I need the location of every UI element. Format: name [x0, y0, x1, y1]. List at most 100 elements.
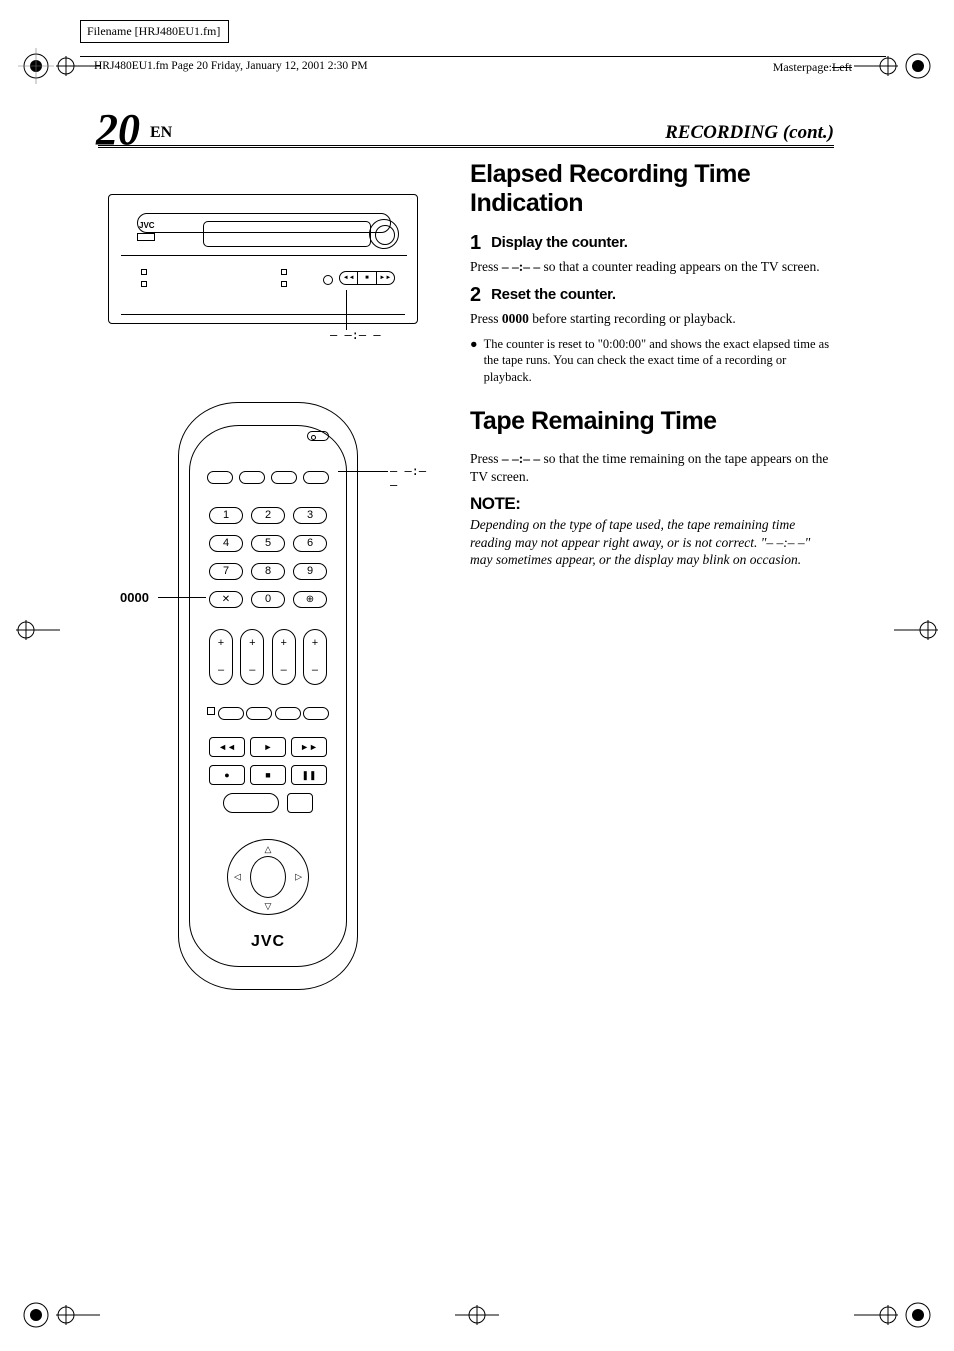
- step-title: Display the counter.: [491, 232, 628, 254]
- left-chevron-icon: ◁: [234, 872, 241, 883]
- remote-pill-button: [303, 707, 329, 720]
- tape-body: Press – –:– – so that the time remaining…: [470, 450, 835, 486]
- vcr-display: [203, 221, 371, 247]
- heading-elapsed: Elapsed Recording Time Indication: [470, 160, 835, 218]
- remote-brand: JVC: [179, 933, 357, 951]
- reg-mark-icon: [894, 620, 938, 640]
- vcr-divider: [121, 255, 407, 256]
- minus-icon: –: [304, 657, 326, 684]
- up-chevron-icon: △: [265, 844, 272, 855]
- minus-icon: –: [241, 657, 263, 684]
- vcr-badge: [137, 233, 155, 241]
- play-button: ►: [250, 737, 286, 757]
- num-9-button: 9: [293, 563, 327, 580]
- num-6-button: 6: [293, 535, 327, 552]
- reg-mark-icon: [16, 620, 60, 640]
- diagram-column: JVC ◄◄ ■ ►► – –:– –: [98, 190, 438, 990]
- vcr-button-icon: [281, 269, 287, 275]
- rocker-button: +–: [303, 629, 327, 685]
- section-title: RECORDING (cont.): [665, 122, 834, 144]
- content-column: Elapsed Recording Time Indication 1 Disp…: [470, 160, 835, 577]
- vcr-button-icon: [141, 269, 147, 275]
- remote-rocker-row: +– +– +– +–: [209, 629, 327, 685]
- minus-icon: –: [273, 657, 295, 684]
- title-rule-thin: [98, 147, 834, 148]
- masterpage-value: Left: [832, 60, 852, 74]
- pause-button: ❚❚: [291, 765, 327, 785]
- vcr-jog-dial: [369, 219, 399, 249]
- num-2-button: 2: [251, 507, 285, 524]
- num-3-button: 3: [293, 507, 327, 524]
- callout-leader: [158, 597, 206, 598]
- vcr-button-icon: [141, 281, 147, 287]
- masterpage-label: Masterpage:Left: [773, 60, 852, 75]
- note-heading: NOTE:: [470, 494, 835, 514]
- ff-button: ►►: [291, 737, 327, 757]
- down-chevron-icon: ▽: [265, 901, 272, 912]
- bullet-text: The counter is reset to "0:00:00" and sh…: [484, 336, 835, 386]
- ff-icon: ►►: [376, 272, 394, 284]
- vcr-lower-panel: ◄◄ ■ ►►: [121, 263, 405, 301]
- crop-mark-tl: [18, 48, 54, 84]
- vcr-transport-buttons: ◄◄ ■ ►►: [339, 271, 395, 285]
- plus-icon: +: [304, 630, 326, 657]
- text: Press: [470, 311, 502, 326]
- masterpage-key: Masterpage:: [773, 60, 832, 74]
- vcr-button-icon: [281, 281, 287, 287]
- label-0000: 0000: [120, 590, 149, 605]
- remote-diagram: 1 2 3 4 5 6 7 8 9 +– +– +–: [178, 402, 358, 990]
- rocker-button: +–: [240, 629, 264, 685]
- plus-icon: +: [241, 630, 263, 657]
- callout-leader: [158, 597, 159, 598]
- remote-pill-button: [218, 707, 244, 720]
- reg-mark-icon: [56, 1305, 100, 1325]
- step-1-body: Press – –:– – so that a counter reading …: [470, 258, 835, 276]
- step-title: Reset the counter.: [491, 284, 616, 306]
- text: Press: [470, 259, 502, 274]
- reg-mark-icon: [455, 1305, 499, 1325]
- remote-pill-button: [275, 707, 301, 720]
- minus-icon: –: [210, 657, 232, 684]
- step-number: 2: [470, 284, 481, 306]
- rocker-button: +–: [209, 629, 233, 685]
- step-2: 2 Reset the counter.: [470, 284, 835, 306]
- cancel-button: [209, 591, 243, 608]
- step-1: 1 Display the counter.: [470, 232, 835, 254]
- square-icon: [207, 707, 215, 715]
- rocker-button: +–: [272, 629, 296, 685]
- rec-button: ●: [209, 765, 245, 785]
- rewind-button: ◄◄: [209, 737, 245, 757]
- button-ref: – –:– –: [502, 259, 540, 274]
- page-lang: EN: [150, 124, 172, 142]
- num-4-button: 4: [209, 535, 243, 552]
- step-number: 1: [470, 232, 481, 254]
- small-button: [287, 793, 313, 813]
- filename-box: Filename [HRJ480EU1.fm]: [80, 20, 229, 43]
- right-chevron-icon: ▷: [295, 872, 302, 883]
- remote-led-icon: [307, 431, 329, 441]
- remote-pill-button: [246, 707, 272, 720]
- note-body: Depending on the type of tape used, the …: [470, 516, 835, 569]
- heading-tape-remaining: Tape Remaining Time: [470, 407, 835, 436]
- step-2-body: Press 0000 before starting recording or …: [470, 310, 835, 328]
- crop-mark-bl: [18, 1297, 54, 1333]
- reg-mark-icon: [854, 1305, 898, 1325]
- remote-color-row: [207, 707, 329, 720]
- plus-icon: +: [210, 630, 232, 657]
- num-5-button: 5: [251, 535, 285, 552]
- remote-pill-button: [303, 471, 329, 484]
- remote-pill-button: [271, 471, 297, 484]
- timer-button: [293, 591, 327, 608]
- step-2-bullet: ● The counter is reset to "0:00:00" and …: [470, 336, 835, 386]
- text: so that a counter reading appears on the…: [540, 259, 820, 274]
- remote-mode-row: [207, 471, 329, 484]
- crop-mark-br: [900, 1297, 936, 1333]
- num-8-button: 8: [251, 563, 285, 580]
- reg-mark-icon: [854, 56, 898, 76]
- num-0-button: [251, 591, 285, 608]
- text: Press: [470, 451, 502, 466]
- remote-pill-button: [207, 471, 233, 484]
- callout-leader: [346, 290, 347, 330]
- num-1-button: 1: [209, 507, 243, 524]
- page-info: HRJ480EU1.fm Page 20 Friday, January 12,…: [94, 60, 368, 72]
